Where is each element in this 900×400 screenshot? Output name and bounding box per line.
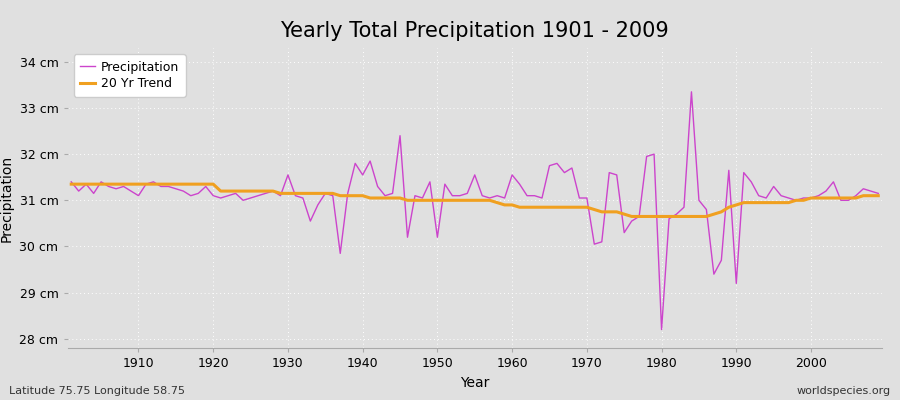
Line: 20 Yr Trend: 20 Yr Trend — [71, 184, 878, 216]
Precipitation — [656, 327, 667, 332]
Precipitation — [873, 191, 884, 196]
Precipitation — [500, 196, 510, 200]
Precipitation — [686, 90, 697, 94]
20 Yr Trend — [873, 193, 884, 198]
20 Yr Trend — [290, 191, 301, 196]
Precipitation — [66, 180, 77, 184]
Text: Latitude 75.75 Longitude 58.75: Latitude 75.75 Longitude 58.75 — [9, 386, 185, 396]
20 Yr Trend — [335, 193, 346, 198]
Line: Precipitation: Precipitation — [71, 92, 878, 330]
Precipitation — [126, 189, 137, 194]
Precipitation — [507, 172, 517, 177]
20 Yr Trend — [66, 182, 77, 186]
Text: worldspecies.org: worldspecies.org — [796, 386, 891, 396]
Y-axis label: Precipitation: Precipitation — [0, 154, 14, 242]
X-axis label: Year: Year — [460, 376, 490, 390]
20 Yr Trend — [626, 214, 637, 219]
20 Yr Trend — [126, 182, 137, 186]
Precipitation — [335, 251, 346, 256]
Title: Yearly Total Precipitation 1901 - 2009: Yearly Total Precipitation 1901 - 2009 — [281, 21, 669, 41]
Precipitation — [290, 193, 301, 198]
20 Yr Trend — [507, 202, 517, 207]
20 Yr Trend — [500, 202, 510, 207]
Precipitation — [597, 240, 608, 244]
20 Yr Trend — [597, 210, 608, 214]
Legend: Precipitation, 20 Yr Trend: Precipitation, 20 Yr Trend — [74, 54, 185, 96]
